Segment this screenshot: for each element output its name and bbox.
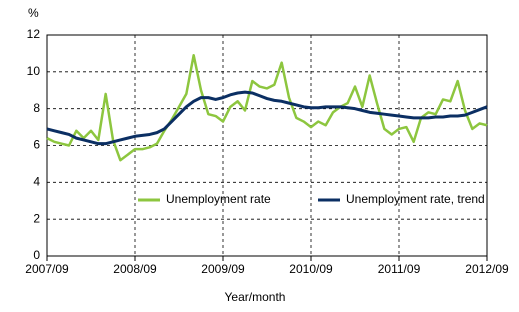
legend-label: Unemployment rate	[166, 192, 271, 206]
y-tick-label: 4	[33, 175, 40, 189]
legend-label: Unemployment rate, trend	[346, 192, 485, 206]
series-line	[46, 90, 488, 146]
y-tick-label: 8	[33, 101, 40, 115]
x-tick-label: 2012/09	[465, 262, 509, 276]
x-tick-label: 2011/09	[378, 262, 421, 276]
x-axis-label: Year/month	[225, 290, 286, 304]
x-tick-label: 2009/09	[201, 262, 245, 276]
x-tick-label: 2008/09	[113, 262, 157, 276]
y-tick-label: 6	[33, 138, 40, 152]
x-tick-label: 2007/09	[25, 262, 69, 276]
y-tick-label: 2	[33, 211, 40, 225]
y-tick-label: 0	[33, 248, 40, 262]
series-line	[46, 54, 488, 162]
y-tick-label: 12	[27, 27, 41, 41]
x-tick-label: 2010/09	[289, 262, 333, 276]
y-tick-label: 10	[27, 64, 41, 78]
y-axis-label: %	[28, 6, 39, 20]
plot-frame	[46, 34, 488, 257]
